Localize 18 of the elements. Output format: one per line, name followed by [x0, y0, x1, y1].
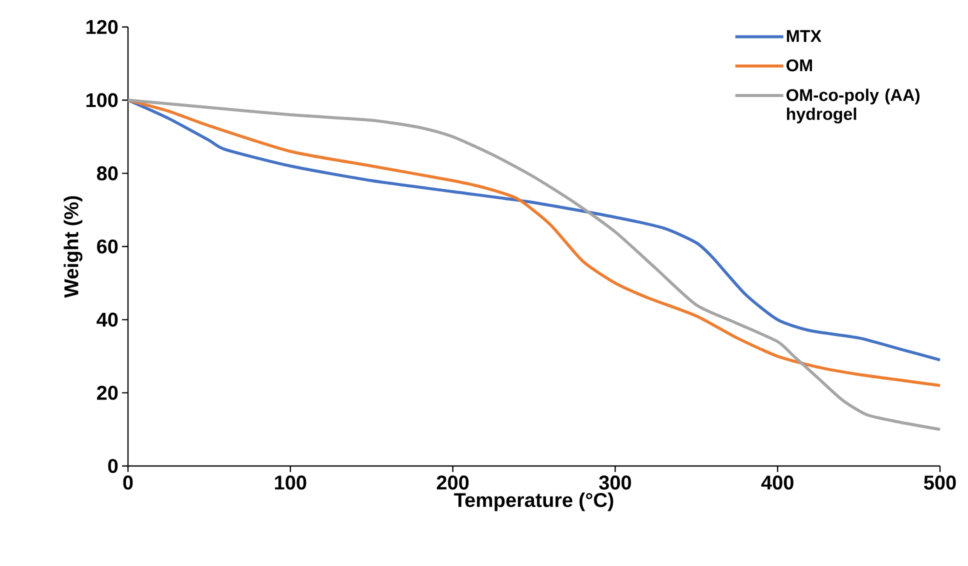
y-tick-label: 100 [86, 93, 118, 108]
y-tick-label: 40 [96, 312, 118, 327]
legend-label: OM [786, 59, 812, 72]
x-tick-label: 200 [436, 476, 469, 490]
x-tick-label: 0 [123, 476, 133, 490]
y-tick-label: 60 [97, 239, 118, 254]
x-tick-label: 300 [599, 476, 632, 490]
y-tick-label: 20 [97, 386, 118, 400]
x-tick-label: 400 [761, 476, 794, 490]
x-tick-label: 500 [924, 476, 956, 490]
y-tick-label: 0 [108, 458, 118, 474]
legend-label: MTX [786, 30, 822, 42]
y-axis-title: Weight (%) [64, 196, 82, 298]
x-tick-label: 100 [275, 476, 306, 490]
x-axis-title: Temperature (°C) [454, 492, 614, 512]
legend-label: OM-co-poly (AA) hydrogel [786, 88, 920, 124]
y-tick-label: 120 [86, 20, 118, 34]
y-tick-label: 80 [96, 166, 118, 180]
